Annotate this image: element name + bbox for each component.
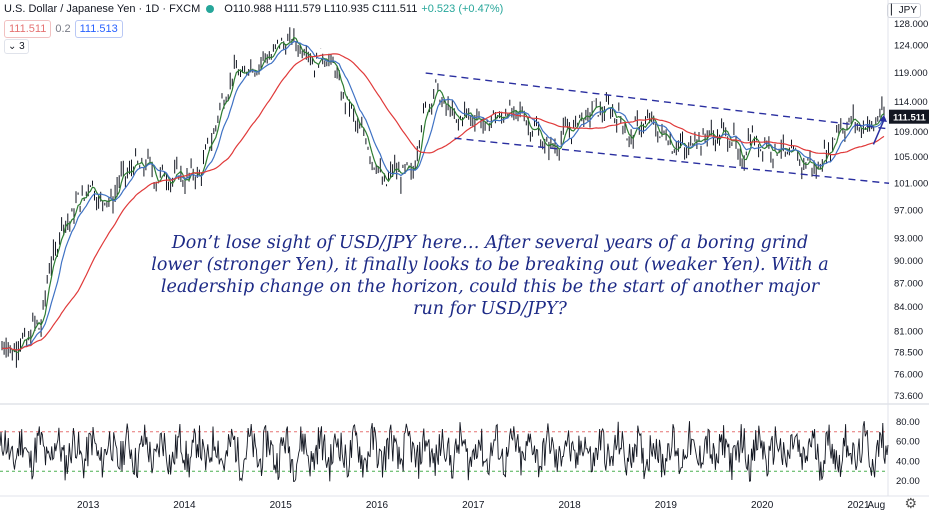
ohlc-readout: O110.988 H111.579 L110.935 C111.511 — [224, 3, 418, 15]
time-tick-label: 2020 — [751, 500, 774, 511]
price-tick-label: 128.000 — [894, 19, 928, 30]
price-tick-label: 76.000 — [894, 369, 923, 380]
time-tick-label: 2015 — [270, 500, 293, 511]
currency-button[interactable]: ▏JPY — [886, 3, 921, 18]
price-tick-label: 114.000 — [894, 97, 928, 108]
last-price-label: 111.511 — [893, 113, 926, 124]
rsi-indicator-row: ⌄ 3 — [4, 39, 29, 54]
channel-line — [454, 137, 890, 184]
indicator-row: 111.511 0.2 111.513 — [4, 20, 123, 38]
time-tick-label: 2019 — [655, 500, 678, 511]
symbol-title[interactable]: U.S. Dollar / Japanese Yen · 1D · FXCM — [4, 3, 201, 15]
change-readout: +0.523 (+0.47%) — [421, 3, 504, 15]
price-tick-label: 109.000 — [894, 127, 928, 138]
price-tick-label: 73.600 — [894, 391, 923, 402]
time-tick-label: 2014 — [173, 500, 196, 511]
time-tick-label: 2018 — [558, 500, 581, 511]
settings-gear-icon[interactable]: ⚙ — [904, 495, 917, 511]
time-tick-label: 2016 — [366, 500, 389, 511]
currency-label: JPY — [898, 5, 917, 16]
ma-long-badge[interactable]: 111.511 — [4, 20, 52, 38]
breakout-arrow — [872, 119, 885, 145]
arrow-head — [879, 114, 887, 122]
chart-header: U.S. Dollar / Japanese Yen · 1D · FXCM O… — [4, 3, 503, 15]
time-tick-label: 2013 — [77, 500, 100, 511]
price-tick-label: 97.000 — [894, 205, 923, 216]
price-tick-label: 90.000 — [894, 256, 923, 267]
price-tick-label: 84.000 — [894, 302, 923, 313]
price-tick-label: 119.000 — [894, 68, 928, 79]
rsi-line — [0, 421, 889, 482]
price-tick-label: 101.000 — [894, 178, 928, 189]
ma-mid-line — [1, 41, 885, 351]
price-tick-label: 93.000 — [894, 234, 923, 245]
time-tick-label: 2017 — [462, 500, 485, 511]
annotation-text: Don’t lose sight of USD/JPY here… After … — [151, 233, 829, 319]
ma-fast-line — [1, 36, 885, 353]
price-tick-label: 87.000 — [894, 279, 923, 290]
ma-slow-line — [1, 53, 885, 351]
ma-setting: 0.2 — [55, 23, 71, 35]
time-tick-label: Aug — [867, 500, 885, 511]
live-dot-icon — [206, 5, 215, 13]
rsi-tick-label: 40.00 — [896, 456, 920, 467]
rsi-tick-label: 80.00 — [896, 417, 920, 428]
rsi-tick-label: 20.00 — [896, 476, 920, 487]
price-tick-label: 78.500 — [894, 348, 923, 359]
channel-line — [425, 72, 890, 130]
rsi-tick-label: 60.00 — [896, 437, 920, 448]
rsi-setting-badge[interactable]: ⌄ 3 — [4, 39, 29, 54]
rsi-setting: 3 — [19, 41, 25, 52]
price-tick-label: 105.000 — [894, 152, 928, 163]
price-tick-label: 124.000 — [894, 40, 928, 51]
flag-icon: ▏ — [890, 5, 899, 16]
price-tick-label: 81.000 — [894, 327, 923, 338]
last-price-tag — [889, 109, 929, 124]
time-tick-label: 2021 — [847, 500, 870, 511]
ma-short-badge[interactable]: 111.513 — [74, 20, 123, 38]
